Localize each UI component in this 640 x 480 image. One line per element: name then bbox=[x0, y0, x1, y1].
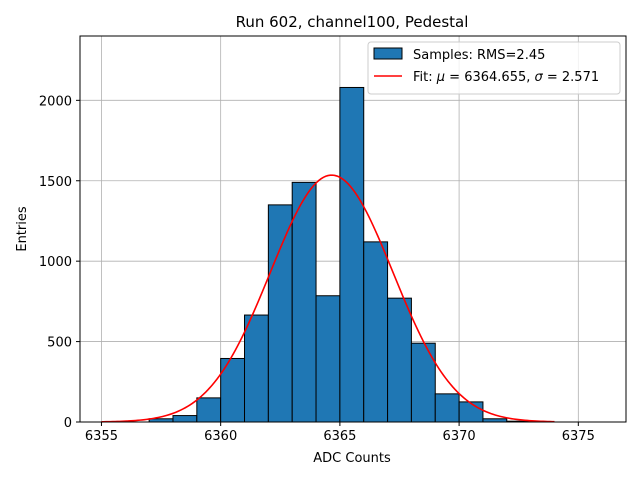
legend-box bbox=[367, 41, 621, 95]
x-tick-label: 6375 bbox=[562, 429, 595, 444]
y-tick-label: 2000 bbox=[39, 94, 72, 109]
histogram-bar bbox=[434, 393, 460, 423]
x-tick-label: 6355 bbox=[85, 429, 118, 444]
histogram-bar bbox=[339, 86, 365, 423]
legend-histogram-label: Samples: RMS=2.45 bbox=[413, 48, 545, 63]
x-tick-label: 6365 bbox=[323, 429, 356, 444]
y-tick-label: 1000 bbox=[39, 255, 72, 270]
histogram-bar bbox=[244, 314, 269, 423]
x-axis-label: ADC Counts bbox=[313, 451, 391, 466]
x-axis-ticks: 6355 6360 6365 6370 6375 bbox=[85, 422, 595, 444]
y-tick-label: 1500 bbox=[39, 175, 72, 190]
fit-curve bbox=[101, 174, 555, 423]
y-axis-label: Entries bbox=[15, 206, 30, 252]
x-tick-label: 6370 bbox=[443, 429, 476, 444]
y-axis-ticks: 0 500 1000 1500 2000 bbox=[39, 94, 80, 431]
y-tick-label: 0 bbox=[64, 416, 72, 431]
chart-title: Run 602, channel100, Pedestal bbox=[236, 13, 469, 31]
histogram-bar bbox=[172, 415, 198, 423]
legend-histogram-swatch bbox=[373, 47, 403, 60]
histogram-bar bbox=[267, 204, 293, 423]
histogram-bar bbox=[458, 401, 484, 423]
legend: Samples: RMS=2.45 Fit: μ = 6364.655, σ =… bbox=[367, 41, 621, 95]
plot-frame bbox=[79, 35, 627, 423]
legend-fit-label: Fit: μ = 6364.655, σ = 2.571 bbox=[413, 70, 599, 85]
histogram-bar bbox=[291, 181, 317, 423]
y-tick-label: 500 bbox=[47, 336, 72, 351]
histogram-bars bbox=[148, 86, 532, 423]
x-tick-label: 6360 bbox=[204, 429, 237, 444]
histogram-bar bbox=[315, 295, 341, 423]
histogram-bar bbox=[410, 342, 436, 423]
histogram-bar bbox=[363, 241, 389, 423]
histogram-bar bbox=[387, 297, 412, 423]
histogram-bar bbox=[196, 397, 222, 423]
